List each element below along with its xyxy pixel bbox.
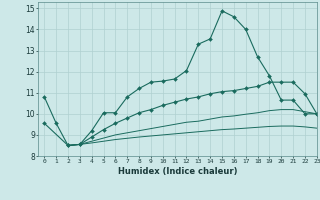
- X-axis label: Humidex (Indice chaleur): Humidex (Indice chaleur): [118, 167, 237, 176]
